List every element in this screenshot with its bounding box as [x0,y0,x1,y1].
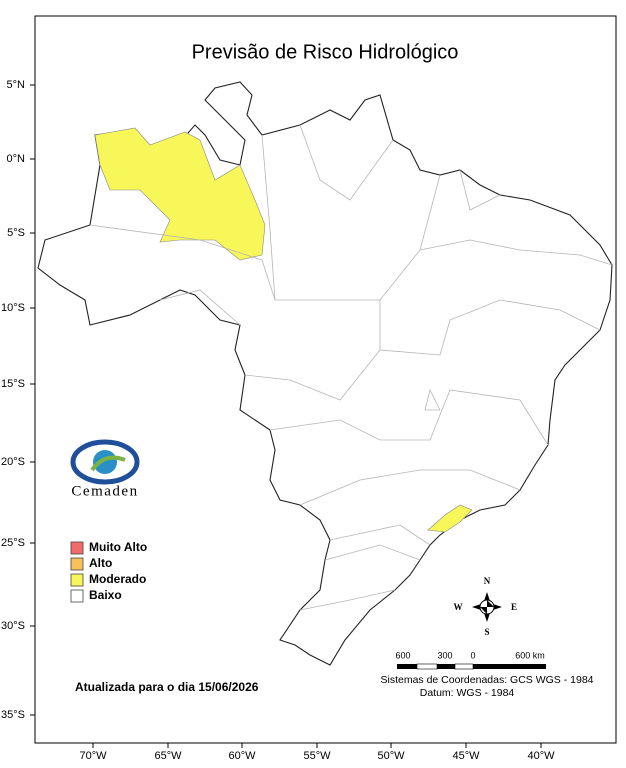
scale-label: 600 [395,650,410,660]
datum: Datum: WGS - 1984 [420,687,515,699]
longitude-label: 70°W [79,750,107,762]
legend-label: Muito Alto [89,540,147,554]
longitude-label: 55°W [303,750,331,762]
scale-bar: 600 300 0 600 km [395,650,546,670]
latitude-label: 20°S [1,456,25,468]
risk-area-moderate [427,504,473,533]
graticule-labels: 5°N 0°N 5°S 10°S 15°S 20°S 25°S 30°S 35°S 70°W 65°… [1,79,555,762]
compass-s: S [484,627,489,637]
legend-label: Baixo [89,588,122,602]
compass: N S E W [454,576,518,637]
legend-swatch [70,573,84,587]
coordinate-system: Sistemas de Coordenadas: GCS WGS - 1984 [380,674,593,686]
scale-label: 600 km [515,650,545,660]
longitude-label: 45°W [452,750,480,762]
latitude-label: 5°S [7,227,25,239]
legend-label: Alto [89,556,112,570]
cemaden-logo: Cemaden [70,439,140,499]
state-boundaries [89,124,613,611]
map-title: Previsão de Risco Hidrológico [192,41,459,63]
update-date: Atualizada para o dia 15/06/2026 [75,680,259,694]
latitude-label: 5°N [7,79,26,91]
compass-e: E [511,602,517,612]
latitude-label: 25°S [1,537,25,549]
legend-swatch [70,557,84,571]
compass-n: N [484,576,491,586]
longitude-label: 40°W [527,750,555,762]
latitude-label: 35°S [1,709,25,721]
latitude-label: 0°N [7,153,26,165]
risk-area-moderate [94,127,266,261]
logo-text: Cemaden [71,483,138,499]
longitude-label: 50°W [377,750,405,762]
legend-swatch [70,589,84,603]
latitude-label: 30°S [1,620,25,632]
legend: Muito Alto Alto Moderado Baixo [70,540,147,603]
compass-w: W [454,602,463,612]
latitude-label: 15°S [1,378,25,390]
legend-label: Moderado [89,572,146,586]
longitude-label: 65°W [154,750,182,762]
legend-swatch [70,541,84,555]
latitude-label: 10°S [1,302,25,314]
scale-label: 300 [437,650,452,660]
longitude-label: 60°W [228,750,256,762]
scale-label: 0 [470,650,475,660]
